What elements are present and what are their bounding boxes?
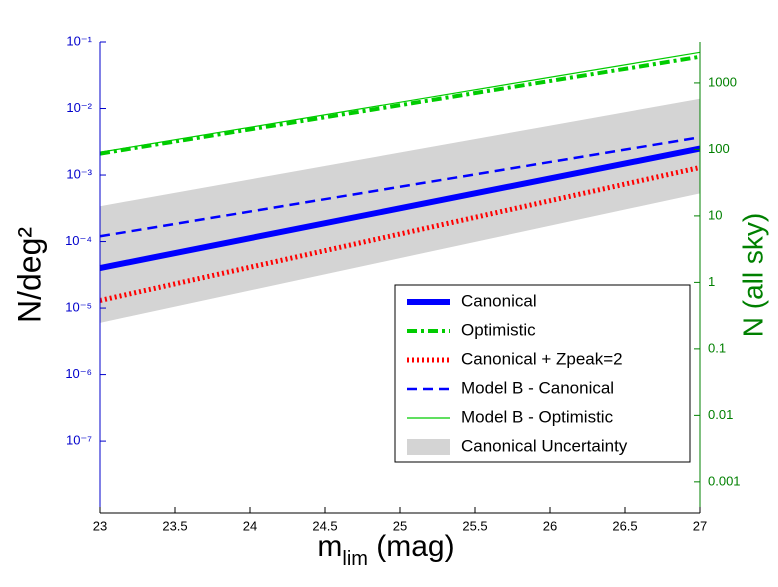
x-tick-label: 26.5	[612, 518, 637, 533]
y-tick-label: 10⁻⁷	[66, 433, 92, 448]
y2-tick-label: 100	[708, 141, 730, 156]
series-line	[99, 54, 701, 156]
x-axis-label: mlim (mag)	[317, 530, 454, 570]
y2-tick-label: 1000	[708, 74, 737, 89]
x-tick-label: 25.5	[462, 518, 487, 533]
legend-label: Optimistic	[461, 320, 536, 339]
x-tick-label: 27	[693, 518, 707, 533]
x-label-rest: (mag)	[368, 530, 455, 563]
legend-box	[394, 284, 691, 463]
x-label-main: m	[317, 530, 342, 563]
x-tick-label: 25	[393, 518, 407, 533]
y-axis-label: N/deg²	[11, 227, 47, 323]
y2-tick-label: 0.01	[708, 407, 733, 422]
legend-label: Model B - Canonical	[461, 378, 614, 397]
y2-axis-label: N (all sky)	[737, 213, 768, 337]
x-tick-label: 23	[93, 518, 107, 533]
series-line	[99, 51, 701, 153]
legend-label: Model B - Optimistic	[461, 407, 614, 426]
legend-label: Canonical	[461, 291, 537, 310]
y2-tick-label: 0.1	[708, 340, 726, 355]
y-tick-label: 10⁻²	[66, 100, 92, 115]
x-tick-label: 24.5	[312, 518, 337, 533]
y-tick-label: 10⁻³	[66, 166, 92, 181]
x-tick-label: 24	[243, 518, 257, 533]
series-line	[99, 136, 701, 238]
y-tick-label: 10⁻⁴	[65, 233, 92, 248]
legend-label: Canonical + Zpeak=2	[461, 349, 623, 368]
x-label-sub: lim	[342, 548, 368, 570]
y-tick-label: 10⁻⁶	[65, 366, 92, 381]
y2-tick-label: 1	[708, 274, 715, 289]
y-tick-label: 10⁻¹	[66, 33, 92, 48]
y2-tick-label: 0.001	[708, 473, 741, 488]
legend-label: Canonical Uncertainty	[461, 436, 628, 455]
y-tick-label: 10⁻⁵	[65, 300, 92, 315]
x-tick-label: 23.5	[162, 518, 187, 533]
x-tick-label: 26	[543, 518, 557, 533]
y2-tick-label: 10	[708, 207, 722, 222]
legend-swatch	[407, 439, 450, 455]
series-line	[99, 145, 701, 271]
